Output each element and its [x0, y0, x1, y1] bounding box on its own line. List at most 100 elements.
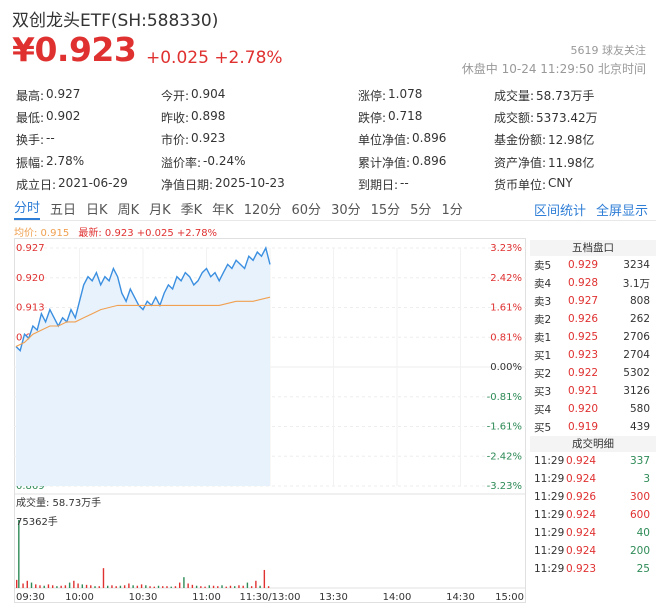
book-level-label: 买4 — [534, 403, 552, 416]
stat-label: 溢价率: — [161, 155, 202, 170]
order-book-row: 卖4 0.928 3.1万 — [530, 274, 656, 292]
stat-cell: 跌停: 0.718 — [358, 109, 494, 126]
stat-cell: 振幅: 2.78% — [16, 154, 161, 171]
volume-bar — [64, 585, 67, 588]
tab-9[interactable]: 30分 — [331, 203, 361, 218]
volume-bar — [195, 585, 198, 588]
volume-bar — [162, 586, 164, 588]
volume-bar — [204, 586, 206, 588]
stat-value: 0.904 — [191, 86, 226, 101]
volume-bar — [255, 580, 257, 588]
trade-time: 11:29 — [534, 491, 565, 503]
volume-bar — [187, 583, 189, 588]
volume-bar — [166, 586, 168, 588]
volume-bar — [81, 584, 84, 588]
tab-4[interactable]: 月K — [149, 203, 171, 218]
book-level-label: 买5 — [534, 421, 552, 434]
tab-0[interactable]: 分时 — [14, 197, 41, 220]
price-change: +0.025 +2.78% — [146, 48, 283, 68]
stats-row: 最低: 0.902 昨收: 0.898 跌停: 0.718 成交额: 5373.42万 — [16, 106, 656, 128]
tab-2[interactable]: 日K — [86, 203, 108, 218]
pct-tick-label: 0.81% — [490, 332, 522, 343]
volume-bar — [149, 586, 151, 588]
tab-11[interactable]: 5分 — [410, 203, 432, 218]
tab-6[interactable]: 年K — [212, 203, 234, 218]
trade-time: 11:29 — [534, 509, 565, 521]
book-level-label: 卖3 — [534, 295, 552, 308]
trade-price: 0.923 — [566, 563, 597, 575]
volume-bar — [43, 585, 45, 588]
order-book-row: 买3 0.921 3126 — [530, 382, 656, 400]
trade-row: 11:29 0.924 3 — [530, 470, 656, 488]
trade-price: 0.924 — [566, 527, 597, 539]
trade-volume: 25 — [636, 563, 650, 575]
price-tick-label: 0.913 — [16, 303, 45, 314]
stat-cell: 基金份额: 12.98亿 — [494, 131, 654, 148]
pct-tick-label: -0.81% — [487, 392, 522, 403]
tab-5[interactable]: 季K — [180, 203, 203, 218]
fullscreen-link[interactable]: 全屏显示 — [595, 204, 648, 219]
tab-8[interactable]: 60分 — [291, 203, 322, 218]
stat-label: 基金份额: — [494, 133, 547, 148]
stat-value: -- — [400, 175, 409, 190]
stat-label: 换手: — [16, 133, 45, 148]
volume-bar — [229, 585, 232, 588]
stat-cell: 今开: 0.904 — [161, 87, 358, 104]
volume-bar — [77, 583, 79, 588]
stat-value: 0.718 — [388, 108, 423, 123]
stat-value: 2025-10-23 — [215, 175, 285, 190]
stat-label: 成交量: — [494, 88, 535, 103]
stat-label: 最低: — [16, 110, 45, 125]
stat-value: 0.896 — [412, 153, 447, 168]
stat-cell: 成立日: 2021-06-29 — [16, 176, 161, 193]
volume-bar — [263, 569, 266, 588]
intraday-chart[interactable]: 0.9273.23%0.9202.42%0.9131.61%0.9050.81%… — [14, 238, 530, 604]
book-price: 0.925 — [568, 331, 599, 343]
trade-detail-list: 11:29 0.924 337 11:29 0.924 3 11:29 0.926 300 11:… — [530, 452, 656, 578]
order-book-row: 卖2 0.926 262 — [530, 310, 656, 328]
volume-bar — [123, 585, 126, 588]
follow-count[interactable]: 5619 球友关注 — [570, 44, 647, 57]
book-price: 0.920 — [568, 403, 599, 415]
stat-label: 涨停: — [358, 88, 387, 103]
trade-volume: 3 — [643, 473, 650, 485]
volume-bar — [56, 586, 58, 588]
tab-12[interactable]: 1分 — [441, 203, 463, 218]
pct-tick-label: -1.61% — [487, 422, 522, 433]
stat-label: 净值日期: — [161, 177, 214, 192]
pct-tick-label: 1.61% — [490, 303, 522, 314]
volume-bar — [85, 584, 88, 588]
stat-value: 2021-06-29 — [58, 175, 128, 190]
time-tick-label: 11:30/13:00 — [239, 592, 300, 603]
order-book-row: 卖1 0.925 2706 — [530, 328, 656, 346]
time-tick-label: 13:30 — [319, 592, 348, 603]
tab-7[interactable]: 120分 — [243, 203, 282, 218]
trade-row: 11:29 0.926 300 — [530, 488, 656, 506]
volume-bar — [153, 586, 155, 588]
volume-bar — [98, 586, 100, 588]
volume-bar — [22, 583, 24, 588]
stat-label: 累计净值: — [358, 155, 411, 170]
book-volume: 580 — [629, 403, 650, 415]
time-tick-label: 14:00 — [383, 592, 412, 603]
tab-3[interactable]: 周K — [117, 203, 140, 218]
order-book: 卖5 0.929 3234 卖4 0.928 3.1万 卖3 0.927 808 卖2 0.926 2… — [530, 256, 656, 436]
volume-bar — [90, 585, 92, 588]
pct-tick-label: 0.00% — [490, 362, 522, 373]
volume-bar — [107, 585, 109, 588]
stat-cell: 最低: 0.902 — [16, 109, 161, 126]
trade-price: 0.926 — [566, 491, 597, 503]
range-stats-link[interactable]: 区间统计 — [533, 204, 586, 219]
volume-bar — [267, 586, 270, 588]
tab-1[interactable]: 五日 — [50, 203, 77, 218]
volume-bar — [18, 520, 20, 588]
volume-bar — [60, 585, 62, 588]
book-level-label: 卖1 — [534, 331, 552, 344]
volume-bar — [191, 584, 194, 588]
stat-label: 成立日: — [16, 177, 57, 192]
stat-cell: 成交额: 5373.42万 — [494, 109, 654, 126]
volume-bar — [208, 585, 211, 588]
stat-cell: 换手: -- — [16, 131, 161, 148]
book-level-label: 买1 — [534, 349, 552, 362]
tab-10[interactable]: 15分 — [370, 203, 401, 218]
